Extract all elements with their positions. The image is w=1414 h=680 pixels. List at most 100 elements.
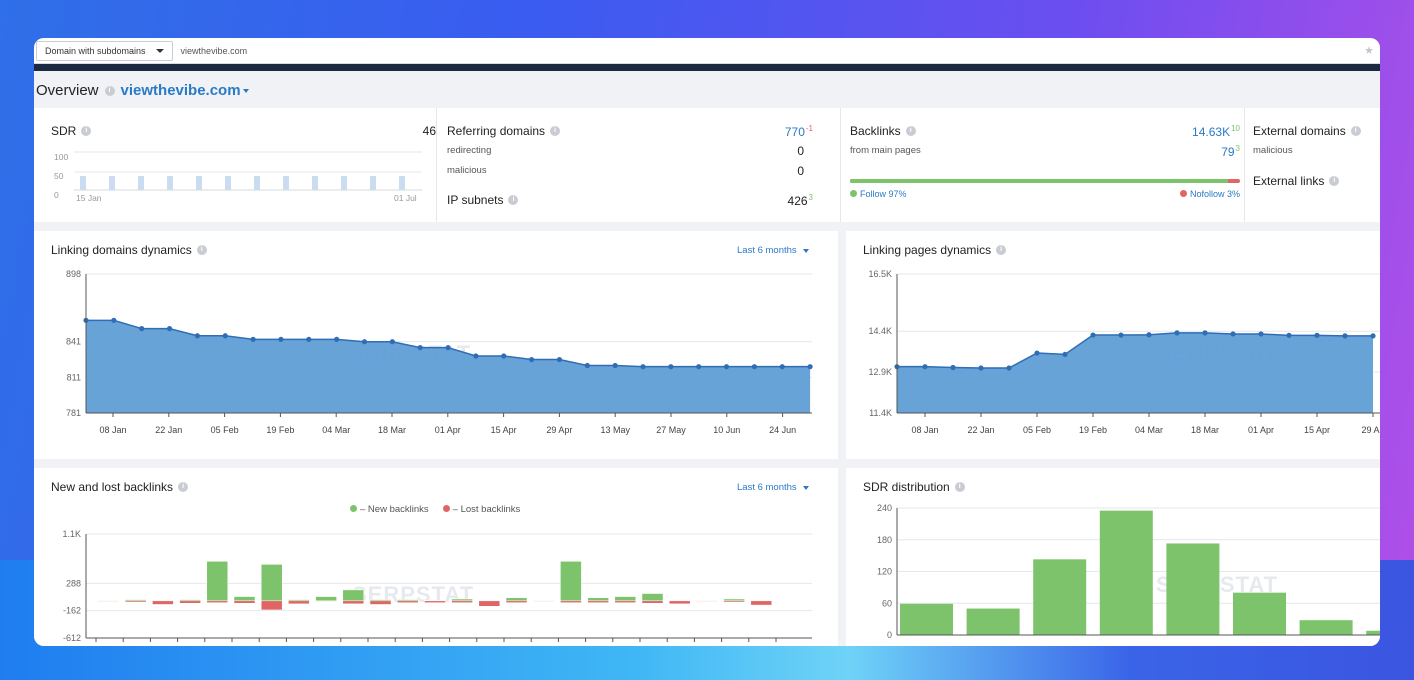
data-point bbox=[361, 339, 368, 345]
y-tick-label: 841 bbox=[66, 337, 81, 347]
lost-backlinks-bar bbox=[560, 600, 582, 603]
info-icon[interactable]: i bbox=[1329, 176, 1340, 186]
sdr-distribution-chart: 240 180 120 60 0 bbox=[877, 503, 1380, 640]
data-point bbox=[1118, 332, 1124, 338]
panel-title-text: Linking pages dynamics bbox=[863, 243, 992, 257]
star-icon[interactable]: ★ bbox=[1364, 45, 1374, 57]
divider bbox=[436, 108, 437, 222]
sdr-spark-bar bbox=[370, 176, 376, 190]
info-icon[interactable]: i bbox=[104, 85, 115, 96]
follow-label: Follow 97% bbox=[860, 189, 907, 199]
lost-backlinks-bar bbox=[587, 600, 609, 603]
data-point bbox=[1146, 332, 1152, 338]
follow-ratio-fill bbox=[850, 179, 1229, 183]
data-point bbox=[1090, 332, 1096, 338]
lost-backlinks-bar bbox=[614, 600, 637, 603]
y-tick-label: 811 bbox=[67, 372, 81, 382]
from-main-label: from main pages bbox=[850, 145, 921, 156]
lost-backlinks-bar bbox=[424, 600, 446, 603]
backlinks-delta: 10 bbox=[1231, 124, 1240, 133]
sdr-label: SDR bbox=[51, 124, 77, 138]
data-point bbox=[1370, 333, 1376, 339]
lost-backlinks-bar bbox=[532, 600, 555, 602]
sdr-bar bbox=[1299, 620, 1353, 635]
sdr-bar bbox=[900, 603, 953, 635]
data-point bbox=[1202, 330, 1208, 336]
x-tick-label: 04 Mar bbox=[1135, 425, 1163, 435]
data-point bbox=[222, 333, 228, 339]
data-point bbox=[1174, 330, 1180, 336]
sdr-value: 46 bbox=[422, 124, 436, 138]
period-dropdown[interactable]: Last 6 months bbox=[737, 482, 809, 493]
x-tick-label: 29 Apr bbox=[546, 425, 572, 435]
info-icon[interactable]: i bbox=[508, 195, 519, 205]
data-point bbox=[278, 336, 284, 342]
external-domains-label: External domains bbox=[1253, 124, 1346, 138]
lost-backlinks-bar bbox=[641, 600, 664, 604]
lost-backlinks-bar bbox=[505, 600, 528, 603]
x-tick-label: 05 Feb bbox=[1023, 425, 1051, 435]
legend-lost[interactable]: – Lost backlinks bbox=[442, 504, 520, 515]
scope-dropdown[interactable]: Domain with subdomains bbox=[36, 40, 173, 61]
data-point bbox=[723, 364, 730, 370]
info-icon[interactable]: i bbox=[996, 245, 1007, 255]
red-dot-icon bbox=[442, 505, 450, 512]
data-point bbox=[417, 345, 423, 351]
referring-value[interactable]: 770-1 bbox=[785, 124, 813, 139]
info-icon[interactable]: i bbox=[954, 482, 965, 492]
lost-backlinks-bar bbox=[97, 600, 120, 602]
info-icon[interactable]: i bbox=[905, 126, 916, 136]
from-main-count: 79 bbox=[1221, 145, 1235, 159]
search-input[interactable]: viewthevibe.com bbox=[180, 45, 248, 56]
app-window: Domain with subdomains viewthevibe.com ★… bbox=[34, 38, 1380, 646]
y-tick-label: 288 bbox=[66, 578, 81, 588]
referring-delta: -1 bbox=[805, 124, 813, 133]
backlinks-label: Backlinks bbox=[850, 124, 901, 138]
malicious-label: malicious bbox=[447, 165, 487, 176]
period-dropdown[interactable]: Last 6 months bbox=[737, 245, 809, 256]
y-tick-label: 14.4K bbox=[868, 326, 892, 336]
linking-domains-chart: 898 841 811 781 08 Jan 22 Jan 05 Feb 19 Feb 04 M… bbox=[66, 269, 813, 435]
data-point bbox=[978, 365, 984, 371]
x-tick-label: 01 Apr bbox=[435, 425, 461, 435]
legend-new[interactable]: – New backlinks bbox=[350, 504, 429, 515]
new-backlinks-bar bbox=[560, 561, 582, 602]
info-icon[interactable]: i bbox=[196, 245, 207, 255]
period-label: Last 6 months bbox=[737, 482, 797, 493]
new-backlinks-bar bbox=[342, 589, 365, 602]
backlinks-count: 14.63K bbox=[1192, 125, 1231, 139]
data-point bbox=[194, 333, 200, 339]
data-point bbox=[501, 353, 507, 359]
new-lost-chart: 1.1K 288 -162 -612 bbox=[62, 529, 812, 643]
info-icon[interactable]: i bbox=[1350, 126, 1361, 136]
x-tick-label: 18 Mar bbox=[1191, 425, 1219, 435]
referring-domains-metric: Referring domains i 770-1 redirecting 0 … bbox=[437, 108, 840, 222]
panel-title: Linking domains dynamics i bbox=[51, 243, 207, 257]
lost-backlinks-bar bbox=[152, 600, 174, 605]
ip-subnets-value: 4263 bbox=[788, 193, 813, 208]
follow-ratio-bar bbox=[850, 179, 1240, 183]
from-main-value[interactable]: 793 bbox=[1221, 144, 1240, 159]
x-tick-label: 04 Mar bbox=[322, 425, 350, 435]
sdr-spark-bar bbox=[167, 176, 173, 190]
area-fill bbox=[897, 332, 1373, 413]
redirecting-value: 0 bbox=[797, 144, 804, 158]
info-icon[interactable]: i bbox=[550, 126, 561, 136]
sdr-spark-bar bbox=[138, 176, 144, 190]
info-icon[interactable]: i bbox=[178, 482, 189, 492]
divider bbox=[1244, 108, 1245, 222]
sdr-spark-bar bbox=[283, 176, 289, 190]
backlinks-value[interactable]: 14.63K10 bbox=[1192, 124, 1240, 139]
x-tick-label: 29 Ap bbox=[1361, 425, 1380, 435]
ip-subnets-label: IP subnets bbox=[447, 193, 504, 207]
chevron-down-icon[interactable] bbox=[242, 88, 249, 93]
panel-title: SDR distribution i bbox=[863, 480, 965, 494]
x-tick-label: 05 Feb bbox=[211, 425, 239, 435]
lost-backlinks-bar bbox=[723, 600, 745, 603]
divider bbox=[840, 108, 841, 222]
data-point bbox=[922, 364, 928, 370]
domain-selector[interactable]: viewthevibe.com bbox=[120, 82, 241, 99]
external-metric: External domains i malicious External li… bbox=[1245, 108, 1380, 222]
info-icon[interactable]: i bbox=[81, 126, 92, 136]
